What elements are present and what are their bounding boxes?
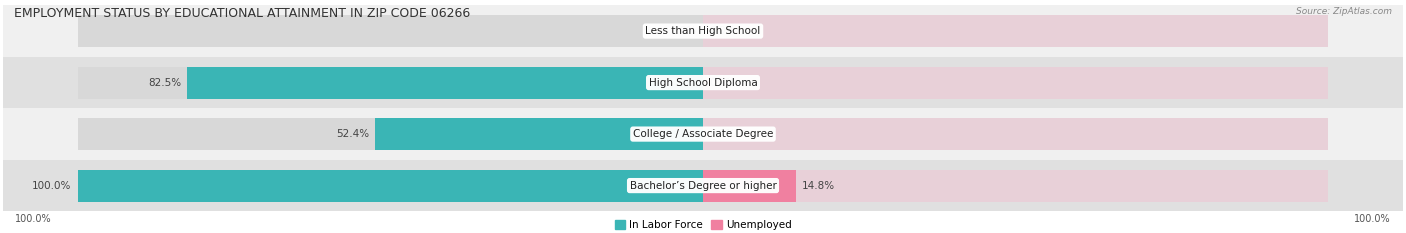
Text: EMPLOYMENT STATUS BY EDUCATIONAL ATTAINMENT IN ZIP CODE 06266: EMPLOYMENT STATUS BY EDUCATIONAL ATTAINM… — [14, 7, 471, 20]
Text: 100.0%: 100.0% — [1354, 214, 1391, 224]
Text: High School Diploma: High School Diploma — [648, 78, 758, 88]
Text: 14.8%: 14.8% — [801, 181, 835, 191]
Bar — [703, 170, 1329, 202]
Legend: In Labor Force, Unemployed: In Labor Force, Unemployed — [610, 216, 796, 233]
Bar — [3, 108, 1403, 160]
Bar — [375, 118, 703, 150]
Bar — [77, 15, 703, 47]
Text: Less than High School: Less than High School — [645, 26, 761, 36]
Text: 0.0%: 0.0% — [709, 78, 735, 88]
Bar — [703, 118, 1329, 150]
Bar — [77, 67, 703, 99]
Text: 0.0%: 0.0% — [671, 26, 697, 36]
Bar — [77, 118, 703, 150]
Text: 0.0%: 0.0% — [709, 129, 735, 139]
Bar — [703, 15, 1329, 47]
Bar — [77, 170, 703, 202]
Text: Source: ZipAtlas.com: Source: ZipAtlas.com — [1296, 7, 1392, 16]
Bar — [3, 160, 1403, 211]
Text: 100.0%: 100.0% — [15, 214, 52, 224]
Bar — [3, 5, 1403, 57]
Text: 52.4%: 52.4% — [336, 129, 370, 139]
Text: 82.5%: 82.5% — [148, 78, 181, 88]
Text: Bachelor’s Degree or higher: Bachelor’s Degree or higher — [630, 181, 776, 191]
Text: 0.0%: 0.0% — [709, 26, 735, 36]
Bar — [77, 170, 703, 202]
Bar — [187, 67, 703, 99]
Bar — [703, 67, 1329, 99]
Text: College / Associate Degree: College / Associate Degree — [633, 129, 773, 139]
Bar — [3, 57, 1403, 108]
Text: 100.0%: 100.0% — [32, 181, 72, 191]
Bar — [703, 170, 796, 202]
